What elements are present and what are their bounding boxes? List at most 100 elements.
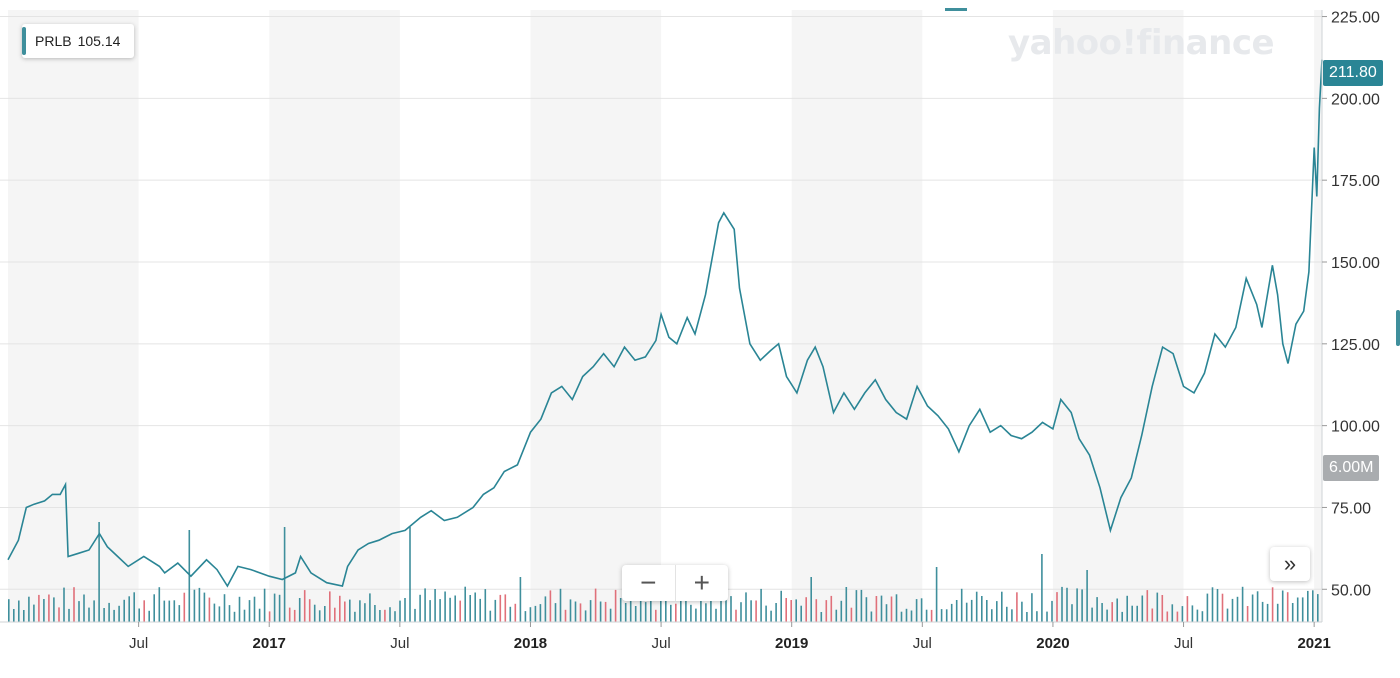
x-axis-ticks: Jul 2017 Jul 2018 Jul 2019 Jul 2020 Jul 2021 (129, 622, 1331, 652)
volume-bar (544, 596, 547, 622)
volume-bar (760, 588, 762, 622)
volume-bar (1271, 587, 1274, 622)
volume-bar (103, 608, 105, 622)
volume-bar (88, 607, 90, 622)
period-band (1052, 10, 1184, 622)
volume-bar (539, 604, 542, 622)
volume-bar (1016, 592, 1018, 622)
zoom-in-button[interactable]: + (693, 567, 710, 598)
volume-bar (1181, 606, 1184, 622)
volume-bar (1136, 605, 1138, 622)
x-tick-label: Jul (1174, 635, 1193, 652)
volume-bar (28, 596, 30, 622)
volume-bar (1006, 606, 1008, 622)
volume-bar (880, 595, 883, 622)
volume-bar (805, 597, 807, 622)
volume-bar (23, 610, 25, 622)
volume-bar (845, 587, 848, 622)
volume-bar (725, 598, 727, 622)
volume-bar (349, 599, 351, 622)
volume-bar (404, 598, 406, 622)
volume-bar (1246, 606, 1249, 622)
series-color-swatch (22, 27, 26, 55)
volume-bar (133, 592, 135, 622)
scroll-to-latest-button[interactable]: » (1270, 547, 1310, 581)
y-tick-label: 100.00 (1331, 419, 1380, 436)
volume-bar (168, 600, 171, 622)
volume-bar (253, 596, 256, 622)
volume-bar (334, 607, 336, 622)
volume-bar (409, 527, 411, 622)
volume-bar (419, 594, 421, 622)
volume-bar (98, 522, 100, 622)
volume-bar (118, 605, 120, 622)
period-band (791, 10, 923, 622)
volume-bar (695, 608, 697, 622)
volume-bar (399, 600, 401, 622)
volume-bar (63, 587, 65, 622)
volume-bar (193, 589, 196, 622)
volume-bar (750, 600, 752, 622)
volume-bar (604, 601, 607, 622)
volume-bar (624, 603, 627, 622)
volume-bar (519, 577, 522, 622)
y-tick-label: 75.00 (1331, 500, 1371, 517)
volume-bar (665, 596, 667, 622)
right-panel-handle[interactable] (1396, 310, 1400, 346)
volume-bar (705, 603, 707, 622)
volume-bar (354, 611, 356, 622)
volume-bar (263, 588, 266, 622)
volume-bar (820, 612, 823, 622)
volume-bar (38, 594, 40, 622)
volume-bar (945, 609, 948, 622)
zoom-out-button[interactable]: − (622, 565, 676, 601)
volume-bar (599, 601, 602, 622)
volume-bar (1312, 590, 1314, 622)
volume-bar (1291, 603, 1294, 622)
volume-bar (58, 607, 60, 622)
x-tick-label: Jul (390, 635, 409, 652)
period-band (8, 10, 139, 622)
volume-bar (614, 589, 617, 622)
volume-bar (1116, 598, 1118, 622)
volume-bar (950, 603, 953, 622)
volume-bar (986, 600, 988, 622)
volume-bar (248, 600, 251, 622)
volume-bar (1101, 603, 1103, 622)
volume-bar (609, 608, 612, 622)
volume-bar (434, 589, 436, 622)
period-band (1314, 10, 1322, 622)
volume-bar (1221, 593, 1224, 622)
volume-bar (1231, 598, 1234, 622)
volume-bar (850, 607, 853, 622)
volume-bar (13, 609, 15, 622)
volume-bar (1096, 597, 1098, 622)
volume-bar (735, 609, 737, 622)
volume-bars (8, 522, 1319, 622)
volume-bar (1201, 611, 1204, 622)
volume-bar (675, 603, 677, 622)
alternating-period-bands (8, 10, 1322, 622)
y-axis-ticks: 50.00 75.00 100.00 125.00 150.00 175.00 200.00… (1322, 10, 1380, 599)
volume-bar (318, 610, 321, 622)
volume-bar (484, 589, 487, 622)
volume-bar (855, 590, 858, 622)
volume-bar (554, 603, 557, 622)
volume-bar (1026, 612, 1028, 622)
volume-bar (955, 600, 958, 622)
volume-bar (885, 604, 888, 622)
ticker-value: 105.14 (77, 33, 121, 49)
ticker-legend[interactable]: PRLB 105.14 (22, 24, 135, 58)
volume-bar (785, 598, 787, 622)
y-tick-label: 50.00 (1331, 582, 1371, 599)
volume-bar (860, 589, 863, 622)
volume-bar (1071, 604, 1073, 622)
volume-bar (414, 608, 416, 622)
volume-bar (374, 605, 376, 622)
top-range-marker[interactable] (945, 8, 967, 11)
y-tick-label: 150.00 (1331, 255, 1380, 272)
volume-bar (660, 580, 662, 622)
volume-bar (1191, 605, 1194, 622)
volume-bar (364, 603, 366, 622)
